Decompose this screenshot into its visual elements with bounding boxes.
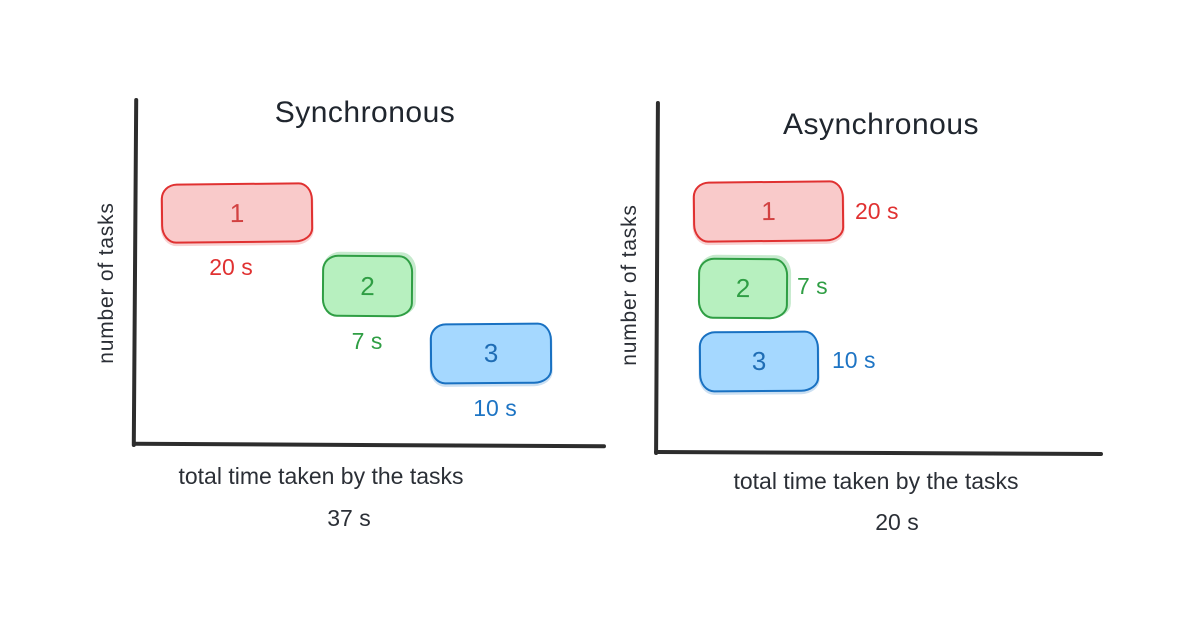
task-number: 1 bbox=[761, 195, 776, 227]
y-axis-label: number of tasks bbox=[618, 204, 641, 366]
task-duration-label: 10 s bbox=[473, 395, 517, 421]
task-number: 1 bbox=[229, 197, 245, 228]
x-axis-label: total time taken by the tasks bbox=[733, 468, 1019, 494]
y-axis-line bbox=[131, 97, 138, 448]
task-number: 3 bbox=[483, 337, 499, 369]
task-number: 2 bbox=[360, 270, 375, 301]
task-duration-label: 20 s bbox=[209, 254, 253, 280]
task-box-3: 3 bbox=[698, 330, 820, 393]
task-duration-label: 7 s bbox=[797, 273, 828, 299]
task-box-2: 2 bbox=[321, 254, 414, 318]
task-number: 2 bbox=[735, 272, 751, 304]
task-box-1: 1 bbox=[160, 182, 314, 244]
x-axis-label: total time taken by the tasks bbox=[178, 463, 464, 489]
panel-title: Asynchronous bbox=[782, 108, 980, 141]
total-time-label: 20 s bbox=[875, 509, 919, 535]
task-duration-label: 20 s bbox=[855, 198, 899, 224]
task-box-1: 1 bbox=[692, 180, 845, 243]
task-duration-label: 7 s bbox=[351, 328, 383, 354]
x-axis-line bbox=[131, 441, 607, 448]
task-number: 3 bbox=[751, 345, 767, 377]
y-axis-line bbox=[654, 100, 660, 456]
y-axis-label: number of tasks bbox=[95, 202, 118, 364]
x-axis-line bbox=[653, 450, 1104, 456]
total-time-label: 37 s bbox=[327, 505, 371, 531]
panel-title: Synchronous bbox=[274, 96, 456, 129]
task-box-3: 3 bbox=[429, 322, 553, 385]
task-box-2: 2 bbox=[697, 257, 789, 320]
task-duration-label: 10 s bbox=[832, 347, 876, 373]
